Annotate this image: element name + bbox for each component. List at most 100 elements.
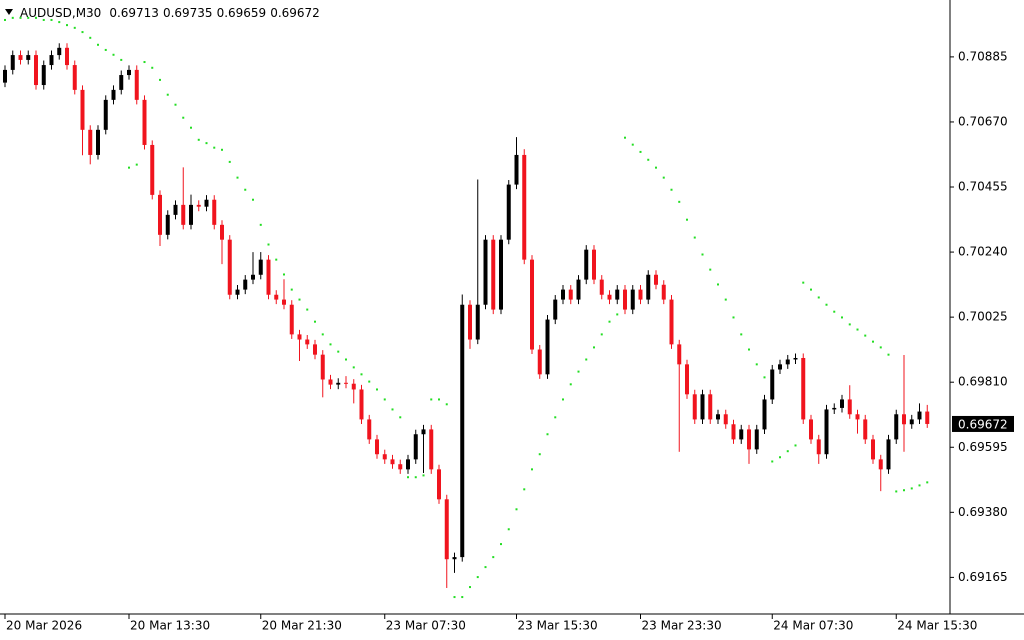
sar-dot: [221, 148, 223, 151]
sar-dot: [670, 188, 673, 191]
sar-dot: [81, 31, 84, 34]
candle-body: [413, 434, 418, 460]
candle-body: [809, 419, 813, 440]
sar-dot: [391, 408, 394, 411]
y-tick-label: 0.70240: [958, 245, 1008, 259]
sar-dot: [639, 150, 642, 153]
candle-body: [708, 394, 713, 420]
x-tick-label: 23 Mar 07:30: [386, 619, 466, 633]
candle-body: [661, 284, 666, 300]
candle-body: [545, 319, 550, 375]
candle-body: [158, 194, 162, 235]
y-tick-label: 0.69380: [958, 505, 1008, 519]
y-tick-label: 0.69165: [958, 570, 1008, 584]
sar-dot: [422, 474, 425, 477]
sar-dot: [345, 358, 347, 361]
sar-dot: [531, 468, 533, 471]
open-value: 0.69713: [109, 6, 159, 20]
candle-body: [41, 65, 46, 86]
candle-body: [406, 459, 410, 470]
sar-dot: [872, 340, 874, 343]
candle-body: [754, 429, 759, 450]
sar-dot: [810, 288, 812, 291]
sar-dot: [856, 328, 859, 331]
sar-dot: [275, 258, 278, 261]
sar-dot: [298, 298, 301, 301]
candle-body: [251, 274, 255, 280]
candle-body: [297, 334, 302, 340]
candle-body: [902, 414, 906, 425]
sar-dot: [143, 61, 146, 64]
sar-dot: [290, 288, 293, 291]
sar-dot: [593, 346, 595, 349]
sar-dot: [492, 556, 495, 559]
sar-dot: [918, 484, 921, 487]
candle-body: [196, 204, 201, 207]
candle-body: [460, 304, 465, 558]
sar-dot: [585, 358, 588, 361]
candle-body: [243, 279, 248, 290]
candle-body: [10, 55, 15, 70]
candle-body: [894, 414, 899, 440]
candle-body: [925, 411, 930, 424]
sar-dot: [887, 353, 890, 356]
sar-dot: [771, 460, 774, 463]
candle-body: [917, 411, 922, 420]
candle-body: [258, 259, 263, 275]
sar-dot: [740, 333, 743, 336]
header-arrow: [5, 9, 13, 15]
sar-dot: [461, 596, 464, 599]
sar-dot: [166, 93, 169, 96]
candle-body: [305, 339, 310, 345]
sar-dot: [802, 281, 805, 284]
candle-body: [57, 47, 62, 56]
sar-dot: [135, 163, 138, 166]
candle-body: [266, 259, 271, 295]
candle-body: [491, 239, 496, 310]
candle-body: [855, 414, 860, 420]
candle-body: [227, 239, 232, 295]
sar-dot: [11, 16, 14, 19]
candle-body: [654, 274, 658, 285]
candle-body: [615, 289, 620, 300]
sar-dot: [717, 283, 719, 286]
sar-dot: [58, 21, 61, 24]
sar-dot: [35, 16, 37, 19]
candle-body: [623, 289, 627, 310]
sar-dot: [903, 489, 905, 492]
sar-dot: [213, 146, 216, 149]
candle-body: [840, 399, 844, 408]
sar-dot: [624, 136, 626, 139]
candle-body: [785, 359, 790, 365]
sar-dot: [786, 450, 789, 453]
sar-dot: [554, 416, 557, 419]
y-tick-label: 0.69810: [958, 375, 1008, 389]
candle-body: [398, 464, 403, 470]
sar-dot: [430, 398, 433, 401]
y-tick-label: 0.70025: [958, 310, 1008, 324]
candle-body: [173, 204, 178, 215]
candle-body: [429, 429, 434, 470]
candle-body: [18, 55, 23, 60]
candle-body: [638, 289, 643, 300]
candle-body: [747, 429, 751, 450]
x-tick-label: 20 Mar 13:30: [130, 619, 210, 633]
candle-body: [119, 75, 124, 90]
sar-dot: [27, 16, 30, 19]
sar-dot: [128, 166, 130, 169]
candle-body: [165, 214, 170, 235]
sar-dot: [360, 373, 363, 376]
sar-dot: [445, 403, 448, 406]
sar-dot: [244, 188, 247, 191]
x-tick-label: 20 Mar 21:30: [262, 619, 342, 633]
candle-body: [328, 379, 333, 385]
candle-body: [127, 69, 131, 76]
sar-dot: [383, 398, 386, 401]
candle-body: [282, 299, 286, 305]
sar-dot: [600, 333, 603, 336]
candle-body: [716, 414, 720, 420]
x-tick-label: 24 Mar 07:30: [773, 619, 853, 633]
candle-body: [723, 414, 728, 425]
sar-dot: [4, 18, 6, 21]
